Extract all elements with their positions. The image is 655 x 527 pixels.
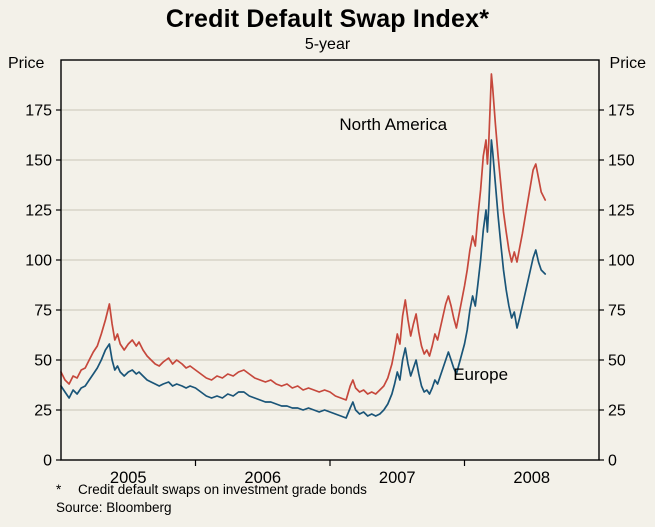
right-axis-tick-label: 50 <box>608 353 626 370</box>
right-axis-tick-label: 0 <box>608 453 617 470</box>
series-label-north-america: North America <box>339 115 447 134</box>
x-axis-year-label: 2008 <box>513 469 550 487</box>
right-axis-tick-label: 75 <box>608 303 626 320</box>
series-line-europe <box>60 139 547 419</box>
footnote-text: Credit default swaps on investment grade… <box>78 482 367 497</box>
footnote-marker: * <box>56 482 62 497</box>
x-axis-year-label: 2005 <box>110 469 147 487</box>
left-axis-tick-label: 100 <box>25 253 52 270</box>
footnote-line: * Credit default swaps on investment grad… <box>56 481 367 499</box>
right-axis-unit-label: Price <box>609 55 646 72</box>
left-axis-unit-label: Price <box>8 55 45 72</box>
chart-subtitle: 5-year <box>304 36 351 53</box>
left-axis-tick-label: 25 <box>34 403 52 420</box>
right-axis-tick-label: 150 <box>608 153 635 170</box>
right-axis-tick-label: 125 <box>608 203 635 220</box>
left-axis-tick-label: 50 <box>34 353 52 370</box>
left-axis-tick-label: 175 <box>25 103 52 120</box>
left-axis-tick-label: 75 <box>34 303 52 320</box>
right-axis-tick-label: 25 <box>608 403 626 420</box>
footnote-block: * Credit default swaps on investment grad… <box>56 481 367 517</box>
left-axis-tick-label: 0 <box>43 453 52 470</box>
series-label-europe: Europe <box>453 365 508 384</box>
chart-title: Credit Default Swap Index* <box>165 5 490 33</box>
left-axis-tick-label: 150 <box>25 153 52 170</box>
left-axis-tick-label: 125 <box>25 203 52 220</box>
series-line-north-america <box>60 73 547 401</box>
source-note: Source: Bloomberg <box>56 500 172 515</box>
right-axis-tick-label: 100 <box>608 253 635 270</box>
x-axis-year-label: 2006 <box>244 469 281 487</box>
right-axis-tick-label: 175 <box>608 103 635 120</box>
x-axis-year-label: 2007 <box>379 469 416 487</box>
plot-border <box>60 59 600 461</box>
